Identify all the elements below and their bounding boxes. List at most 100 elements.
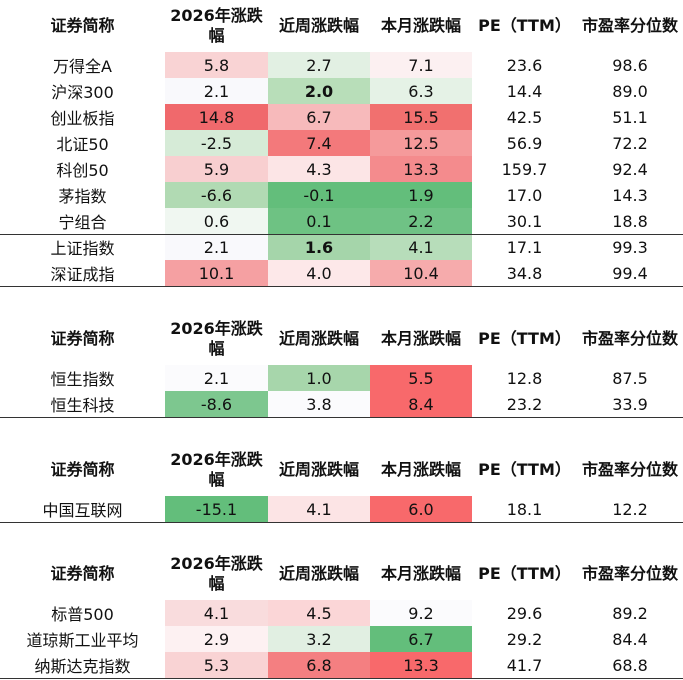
header-cell: 证券简称 bbox=[50, 460, 115, 479]
bottom-rule bbox=[0, 417, 683, 418]
bottom-rule bbox=[0, 286, 683, 287]
row-name: 科创50 bbox=[0, 156, 165, 182]
header-cell: PE（TTM） bbox=[478, 460, 571, 479]
data-cell: 159.7 bbox=[472, 156, 577, 182]
data-cell: -0.1 bbox=[268, 182, 370, 208]
row-name: 万得全A bbox=[0, 52, 165, 78]
header-cell: 本月涨跌幅 bbox=[380, 329, 461, 348]
data-cell: 99.3 bbox=[577, 234, 683, 260]
data-cell: 2.9 bbox=[165, 626, 268, 652]
header-cell: 本月涨跌幅 bbox=[380, 16, 461, 35]
data-cell: 7.4 bbox=[268, 130, 370, 156]
header-cell: 市盈率分位数 bbox=[581, 329, 678, 348]
data-cell: 10.4 bbox=[370, 260, 472, 286]
bottom-rule bbox=[0, 678, 683, 679]
data-cell: 6.7 bbox=[268, 104, 370, 130]
row-name: 标普500 bbox=[0, 600, 165, 626]
row-name: 恒生指数 bbox=[0, 365, 165, 391]
group-rule bbox=[0, 234, 683, 235]
data-cell: 5.3 bbox=[165, 652, 268, 678]
data-cell: 0.1 bbox=[268, 208, 370, 234]
data-cell: 56.9 bbox=[472, 130, 577, 156]
data-cell: 15.5 bbox=[370, 104, 472, 130]
row-name: 深证成指 bbox=[0, 260, 165, 286]
data-cell: 1.6 bbox=[268, 234, 370, 260]
data-cell: 41.7 bbox=[472, 652, 577, 678]
data-cell: 4.0 bbox=[268, 260, 370, 286]
data-cell: 29.2 bbox=[472, 626, 577, 652]
data-cell: -2.5 bbox=[165, 130, 268, 156]
data-cell: 2.7 bbox=[268, 52, 370, 78]
data-cell: 12.2 bbox=[577, 496, 683, 522]
data-cell: 23.6 bbox=[472, 52, 577, 78]
data-cell: 51.1 bbox=[577, 104, 683, 130]
data-cell: 2.2 bbox=[370, 208, 472, 234]
data-cell: 8.4 bbox=[370, 391, 472, 417]
data-cell: 72.2 bbox=[577, 130, 683, 156]
header-cell: 市盈率分位数 bbox=[581, 460, 678, 479]
header-cell: PE（TTM） bbox=[478, 564, 571, 583]
row-name: 北证50 bbox=[0, 130, 165, 156]
data-cell: 17.0 bbox=[472, 182, 577, 208]
data-cell: 1.9 bbox=[370, 182, 472, 208]
header-cell: 市盈率分位数 bbox=[581, 16, 678, 35]
row-name: 创业板指 bbox=[0, 104, 165, 130]
data-cell: 34.8 bbox=[472, 260, 577, 286]
data-cell: 3.2 bbox=[268, 626, 370, 652]
data-cell: 5.5 bbox=[370, 365, 472, 391]
header-cell: 2026年涨跌幅 bbox=[170, 450, 263, 489]
data-cell: 6.7 bbox=[370, 626, 472, 652]
header-cell: 本月涨跌幅 bbox=[380, 460, 461, 479]
row-name: 中国互联网 bbox=[0, 496, 165, 522]
data-cell: 23.2 bbox=[472, 391, 577, 417]
header-cell: PE（TTM） bbox=[478, 329, 571, 348]
header-cell: 近周涨跌幅 bbox=[278, 460, 359, 479]
data-cell: 7.1 bbox=[370, 52, 472, 78]
data-cell: 14.8 bbox=[165, 104, 268, 130]
data-cell: 13.3 bbox=[370, 652, 472, 678]
data-cell: 29.6 bbox=[472, 600, 577, 626]
data-cell: 6.8 bbox=[268, 652, 370, 678]
data-cell: 12.5 bbox=[370, 130, 472, 156]
data-cell: 92.4 bbox=[577, 156, 683, 182]
header-cell: 近周涨跌幅 bbox=[278, 564, 359, 583]
data-cell: 4.1 bbox=[165, 600, 268, 626]
header-cell: 证券简称 bbox=[50, 564, 115, 583]
data-cell: 5.9 bbox=[165, 156, 268, 182]
data-cell: 99.4 bbox=[577, 260, 683, 286]
data-cell: 18.1 bbox=[472, 496, 577, 522]
data-cell: 87.5 bbox=[577, 365, 683, 391]
data-cell: -6.6 bbox=[165, 182, 268, 208]
data-cell: 13.3 bbox=[370, 156, 472, 182]
data-cell: 12.8 bbox=[472, 365, 577, 391]
data-cell: 2.1 bbox=[165, 365, 268, 391]
data-cell: 6.0 bbox=[370, 496, 472, 522]
row-name: 沪深300 bbox=[0, 78, 165, 104]
row-name: 道琼斯工业平均 bbox=[0, 626, 165, 652]
data-cell: 4.1 bbox=[268, 496, 370, 522]
row-name: 恒生科技 bbox=[0, 391, 165, 417]
data-cell: 14.4 bbox=[472, 78, 577, 104]
data-cell: -15.1 bbox=[165, 496, 268, 522]
data-cell: 89.0 bbox=[577, 78, 683, 104]
data-cell: 4.1 bbox=[370, 234, 472, 260]
data-cell: 2.1 bbox=[165, 78, 268, 104]
header-cell: 证券简称 bbox=[50, 329, 115, 348]
data-cell: 4.3 bbox=[268, 156, 370, 182]
row-name: 纳斯达克指数 bbox=[0, 652, 165, 678]
data-cell: 2.0 bbox=[268, 78, 370, 104]
data-cell: 14.3 bbox=[577, 182, 683, 208]
data-cell: 2.1 bbox=[165, 234, 268, 260]
data-cell: 33.9 bbox=[577, 391, 683, 417]
row-name: 宁组合 bbox=[0, 208, 165, 234]
data-cell: 84.4 bbox=[577, 626, 683, 652]
data-cell: -8.6 bbox=[165, 391, 268, 417]
data-cell: 30.1 bbox=[472, 208, 577, 234]
data-cell: 5.8 bbox=[165, 52, 268, 78]
header-cell: 2026年涨跌幅 bbox=[170, 319, 263, 358]
header-cell: PE（TTM） bbox=[478, 16, 571, 35]
row-name: 茅指数 bbox=[0, 182, 165, 208]
header-cell: 2026年涨跌幅 bbox=[170, 554, 263, 593]
data-cell: 9.2 bbox=[370, 600, 472, 626]
